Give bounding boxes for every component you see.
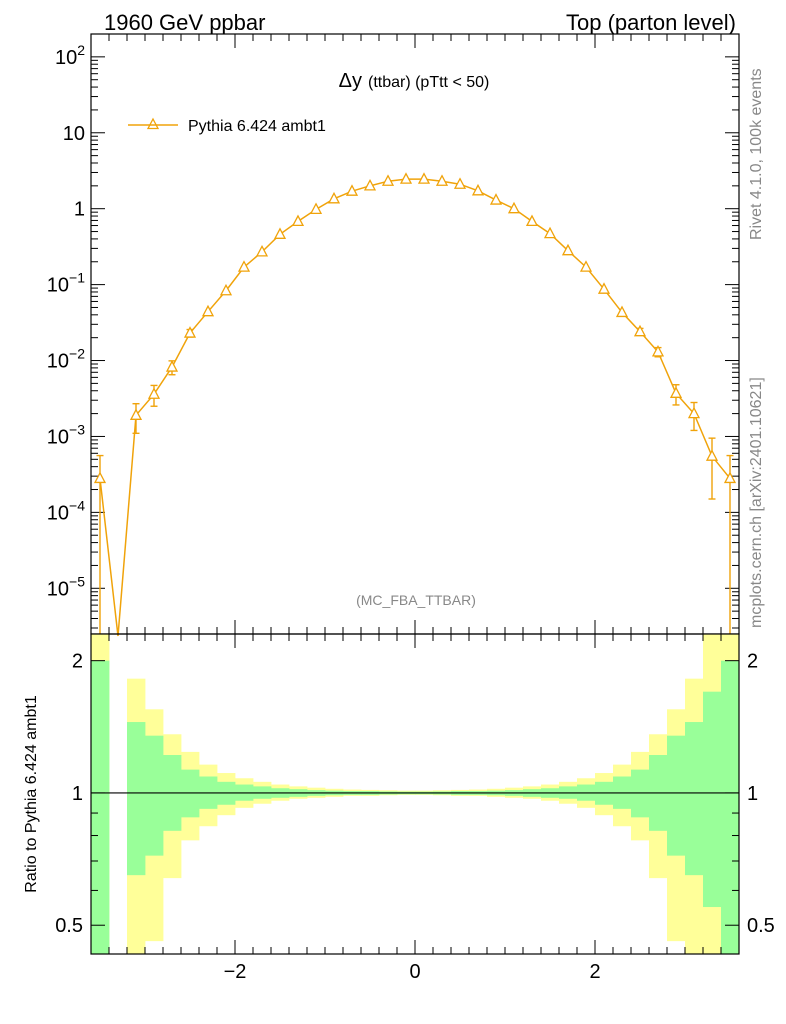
data-point [633,324,647,337]
data-point [471,183,485,196]
ratio-band-inner [91,660,740,954]
ratio-y-tick-label-right: 1 [747,783,758,805]
data-point [201,304,215,317]
data-point [705,449,719,461]
data-point [273,227,287,239]
data-point [183,326,197,338]
data-point [399,172,413,184]
y-tick-label: 102 [55,42,85,69]
data-point [219,283,233,296]
data-point [147,387,161,399]
ratio-inner-bin [667,735,686,856]
data-markers [93,172,737,484]
y-tick-label: 10 [63,123,85,145]
data-point [237,260,251,272]
plot-title: Δy (ttbar) (pTtt < 50) [339,70,490,92]
y-tick-label: 10−3 [47,421,85,448]
ratio-axis-ticks [91,634,739,954]
ratio-y-tick-label-right: 0.5 [747,915,775,937]
plot-title-main: Δy [339,70,362,92]
y-tick-label: 10−1 [47,270,85,297]
ratio-y-tick-label: 2 [72,651,83,673]
y-tick-label: 10−4 [47,497,85,524]
ratio-y-tick-label-right: 2 [747,651,758,673]
data-point [489,193,503,205]
data-point [309,202,323,215]
data-point [597,282,611,294]
data-point [435,174,449,186]
data-point [615,305,629,318]
data-point [579,260,593,272]
y-tick-label: 10−2 [47,346,85,373]
x-tick-labels: −2 0 2 [224,961,601,983]
ratio-inner-bin [685,722,704,876]
header-left: 1960 GeV ppbar [104,10,265,35]
ratio-inner-bin [703,691,722,908]
error-bars [96,178,734,634]
header-right: Top (parton level) [566,10,736,35]
series-line [99,178,731,637]
ratio-inner-bin [91,660,110,954]
main-y-tick-labels: 102 10 1 10−1 10−2 10−3 10−4 10−5 [47,42,85,600]
ratio-inner-bin [127,722,146,876]
main-panel: 102 10 1 10−1 10−2 10−3 10−4 10−5 Δy (ttbar) (pT… [47,33,740,637]
ratio-frame [90,633,740,955]
data-point [561,243,575,256]
ratio-y-tick-labels: 0.5 0.5 1 1 2 2 [55,651,775,938]
data-point [669,386,683,398]
data-point [417,172,431,184]
x-tick-label: 2 [589,961,600,983]
legend-marker [146,117,160,130]
data-point [453,177,467,189]
data-point [291,214,305,227]
data-point [327,191,341,204]
main-axis-ticks [91,33,739,634]
ratio-inner-bin [721,660,740,954]
legend: Pythia 6.424 ambt1 [128,117,326,135]
ratio-ylabel: Ratio to Pythia 6.424 ambt1 [23,695,40,893]
watermark: (MC_FBA_TTBAR) [356,592,476,608]
ratio-panel: 0.5 0.5 1 1 2 2 −2 0 2 Ratio to Pythia 6.424 am… [23,633,775,983]
data-point [363,178,377,191]
data-point [381,174,395,186]
data-point [165,360,179,372]
data-point [93,471,107,484]
data-point [543,226,557,239]
data-point [723,471,737,484]
x-tick-label: 0 [409,961,420,983]
x-tick-label: −2 [224,961,247,983]
ratio-y-tick-label: 0.5 [55,915,83,937]
data-point [507,201,521,214]
data-point [651,344,665,357]
data-point [687,406,701,419]
plot-title-small: (ttbar) (pTtt < 50) [368,74,489,91]
y-tick-label: 10−5 [47,573,85,600]
data-point [255,244,269,257]
mcplots-label: mcplots.cern.ch [arXiv:2401.10621] [748,377,765,628]
legend-label: Pythia 6.424 ambt1 [188,118,326,135]
ratio-inner-bin [145,735,164,856]
y-tick-label: 1 [74,199,85,221]
ratio-y-tick-label: 1 [72,783,83,805]
rivet-label: Rivet 4.1.0, 100k events [748,68,765,240]
data-point [525,214,539,227]
data-point [129,408,143,420]
data-point [345,184,359,196]
